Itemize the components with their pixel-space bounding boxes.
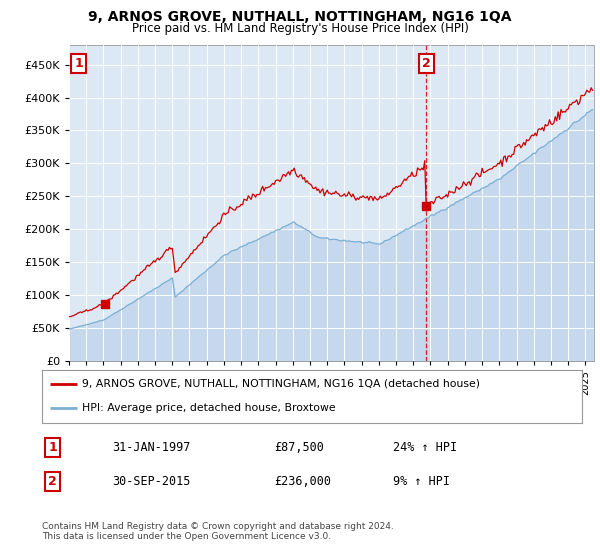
Text: 9, ARNOS GROVE, NUTHALL, NOTTINGHAM, NG16 1QA (detached house): 9, ARNOS GROVE, NUTHALL, NOTTINGHAM, NG1… — [83, 379, 481, 389]
Text: 30-SEP-2015: 30-SEP-2015 — [112, 475, 191, 488]
Text: 1: 1 — [49, 441, 57, 454]
Text: 1: 1 — [74, 57, 83, 71]
Text: Contains HM Land Registry data © Crown copyright and database right 2024.
This d: Contains HM Land Registry data © Crown c… — [42, 522, 394, 542]
Text: Price paid vs. HM Land Registry's House Price Index (HPI): Price paid vs. HM Land Registry's House … — [131, 22, 469, 35]
Text: £87,500: £87,500 — [274, 441, 324, 454]
Text: 9, ARNOS GROVE, NUTHALL, NOTTINGHAM, NG16 1QA: 9, ARNOS GROVE, NUTHALL, NOTTINGHAM, NG1… — [88, 10, 512, 24]
Text: HPI: Average price, detached house, Broxtowe: HPI: Average price, detached house, Brox… — [83, 403, 336, 413]
Text: £236,000: £236,000 — [274, 475, 331, 488]
Text: 24% ↑ HPI: 24% ↑ HPI — [393, 441, 457, 454]
Text: 2: 2 — [422, 57, 431, 71]
Text: 31-JAN-1997: 31-JAN-1997 — [112, 441, 191, 454]
Text: 2: 2 — [49, 475, 57, 488]
Text: 9% ↑ HPI: 9% ↑ HPI — [393, 475, 450, 488]
